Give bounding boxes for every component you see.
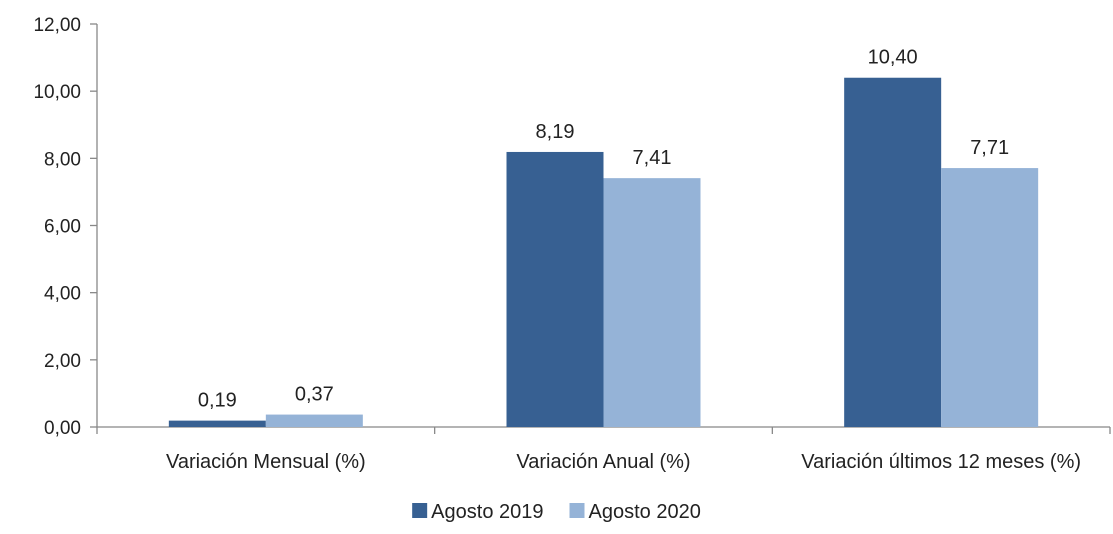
x-category-label: Variación Anual (%) bbox=[516, 451, 690, 473]
bar bbox=[265, 414, 363, 427]
data-label: 8,19 bbox=[536, 121, 575, 143]
bars bbox=[168, 77, 1039, 427]
legend-swatch bbox=[412, 503, 428, 518]
bar bbox=[941, 168, 1039, 427]
legend-label: Agosto 2020 bbox=[589, 501, 701, 523]
y-tick-label: 12,00 bbox=[33, 15, 81, 36]
x-category-label: Variación últimos 12 meses (%) bbox=[801, 451, 1081, 473]
y-tick-label: 0,00 bbox=[44, 418, 81, 439]
bar bbox=[844, 77, 942, 427]
x-category-label: Variación Mensual (%) bbox=[166, 451, 366, 473]
y-tick-label: 2,00 bbox=[44, 351, 81, 372]
data-label: 10,40 bbox=[868, 47, 918, 69]
y-tick-label: 4,00 bbox=[44, 284, 81, 305]
y-tick-label: 10,00 bbox=[33, 82, 81, 103]
bar bbox=[506, 151, 604, 427]
labels: 0,19 0,37 Variación Mensual (%) 8,19 7,41 Var… bbox=[166, 47, 1081, 473]
data-label: 7,71 bbox=[970, 137, 1009, 159]
data-label: 7,41 bbox=[633, 147, 672, 169]
bar bbox=[168, 420, 266, 427]
y-tick-label: 8,00 bbox=[44, 149, 81, 170]
data-label: 0,19 bbox=[198, 390, 237, 412]
bar bbox=[603, 178, 701, 427]
legend: Agosto 2019 Agosto 2020 bbox=[412, 501, 701, 523]
legend-label: Agosto 2019 bbox=[431, 501, 543, 523]
y-tick-label: 6,00 bbox=[44, 217, 81, 238]
data-label: 0,37 bbox=[295, 384, 334, 406]
legend-swatch bbox=[569, 503, 585, 518]
